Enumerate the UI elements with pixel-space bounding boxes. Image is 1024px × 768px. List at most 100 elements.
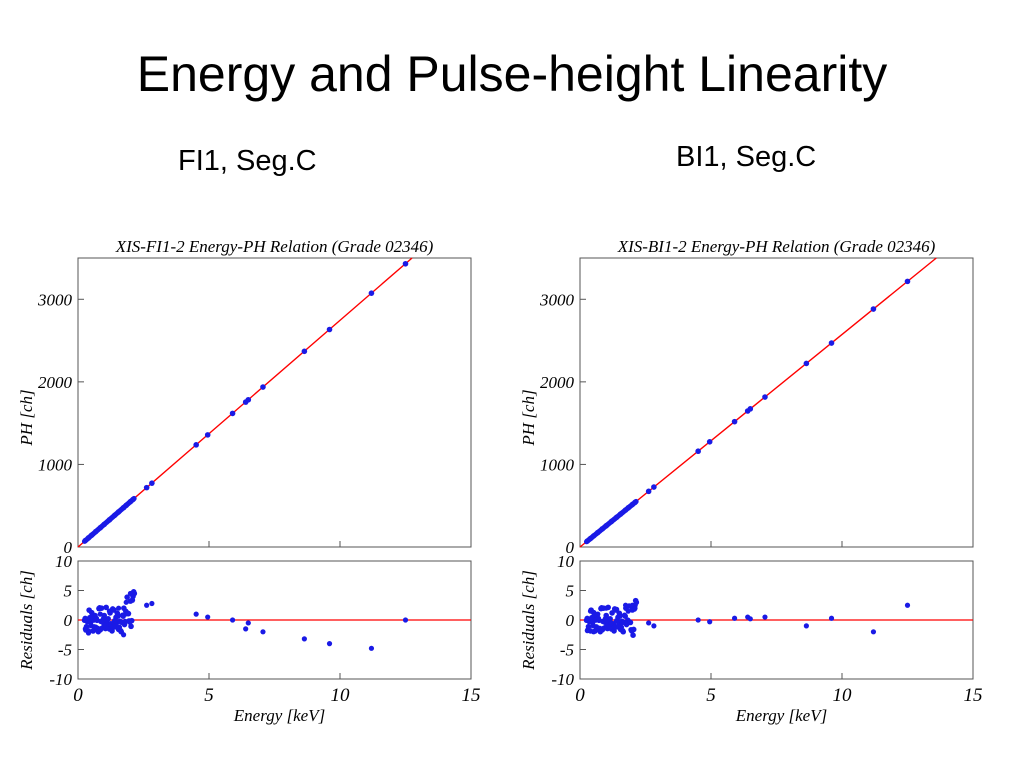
residual-point xyxy=(731,615,738,621)
x-axis-label: Energy [keV] xyxy=(735,706,827,725)
data-point xyxy=(613,514,620,521)
data-point xyxy=(695,448,701,455)
data-point xyxy=(632,499,638,506)
residual-point xyxy=(245,620,251,626)
x-tick-label: 5 xyxy=(204,685,214,706)
residual-y-tick-label: -10 xyxy=(49,670,72,689)
residual-point xyxy=(115,613,121,619)
residual-point xyxy=(103,604,109,611)
data-point xyxy=(402,260,409,267)
x-tick-label: 0 xyxy=(73,685,83,706)
x-axis-label: Energy [keV] xyxy=(233,706,325,725)
residual-point xyxy=(707,619,713,625)
residual-point xyxy=(620,628,627,635)
fi1-chart: XIS-FI1-2 Energy-PH Relation (Grade 0234… xyxy=(17,237,481,725)
residual-point xyxy=(112,623,118,629)
data-point xyxy=(617,511,624,517)
residual-point xyxy=(608,620,615,626)
residual-point xyxy=(617,613,623,619)
data-point xyxy=(245,396,252,403)
residual-point xyxy=(622,602,629,608)
y-axis-label: PH [ch] xyxy=(519,389,538,446)
residual-point xyxy=(125,610,132,617)
y-tick-label: 1000 xyxy=(540,455,575,474)
residual-point xyxy=(587,608,594,614)
residual-point xyxy=(128,623,134,630)
residual-point xyxy=(260,629,266,635)
residual-y-tick-label: 5 xyxy=(64,582,73,601)
residual-point xyxy=(116,605,122,611)
data-point xyxy=(651,484,657,490)
residual-point xyxy=(614,606,620,612)
y-tick-label: 3000 xyxy=(37,290,73,309)
residual-point xyxy=(609,610,615,616)
residual-point xyxy=(632,605,638,611)
residual-point xyxy=(622,613,628,619)
residual-point xyxy=(599,626,605,632)
y-tick-label: 0 xyxy=(64,538,73,557)
residual-point xyxy=(128,617,135,624)
y-tick-label: 3000 xyxy=(539,290,575,309)
residual-point xyxy=(144,602,150,608)
data-point xyxy=(762,394,768,400)
residual-point xyxy=(85,630,92,636)
residual-y-tick-label: -10 xyxy=(551,670,574,689)
data-point xyxy=(803,360,810,367)
y-axis-label: PH [ch] xyxy=(17,389,36,446)
subtitle-right: BI1, Seg.C xyxy=(676,141,817,173)
data-point xyxy=(595,529,601,536)
residual-point xyxy=(124,594,130,600)
data-point xyxy=(204,432,211,438)
residual-point xyxy=(402,617,409,623)
residual-point xyxy=(105,615,111,622)
residual-point xyxy=(98,605,105,611)
residual-point xyxy=(243,626,249,632)
residual-point xyxy=(828,615,835,621)
residual-y-tick-label: 5 xyxy=(566,582,575,601)
data-point xyxy=(603,522,609,529)
bi1-chart: XIS-BI1-2 Energy-PH Relation (Grade 0234… xyxy=(519,237,983,725)
x-tick-label: 15 xyxy=(462,685,481,706)
residual-y-tick-label: -5 xyxy=(58,641,72,660)
residual-point xyxy=(762,614,768,620)
data-point xyxy=(97,524,104,531)
residual-point xyxy=(301,636,307,642)
data-point xyxy=(645,488,652,495)
residual-y-tick-label: 10 xyxy=(557,552,575,571)
data-point xyxy=(101,521,107,528)
data-point xyxy=(368,290,375,296)
x-tick-label: 10 xyxy=(331,685,351,706)
data-point xyxy=(88,532,95,538)
fit-line xyxy=(579,257,937,548)
residual-point xyxy=(82,626,88,632)
residual-point xyxy=(904,602,911,608)
residual-point xyxy=(803,623,809,629)
x-tick-label: 5 xyxy=(706,685,716,706)
y-tick-label: 1000 xyxy=(38,455,73,474)
x-tick-label: 15 xyxy=(964,685,983,706)
data-point xyxy=(625,505,632,511)
residual-point xyxy=(130,593,136,599)
residual-point xyxy=(607,615,613,622)
residual-point xyxy=(591,629,597,635)
data-point xyxy=(608,518,615,525)
residual-point xyxy=(618,623,624,629)
residual-point xyxy=(747,616,753,622)
data-point xyxy=(260,384,266,390)
residual-y-axis-label: Residuals [ch] xyxy=(519,570,538,671)
subtitle-left: FI1, Seg.C xyxy=(178,145,317,177)
residual-point xyxy=(89,614,95,620)
residual-point xyxy=(229,617,236,623)
y-tick-label: 0 xyxy=(566,538,575,557)
residual-point xyxy=(625,608,631,614)
data-point xyxy=(193,442,199,448)
data-point xyxy=(229,410,236,417)
residual-y-tick-label: 0 xyxy=(566,611,575,630)
data-point xyxy=(326,326,333,333)
data-point xyxy=(599,526,606,532)
data-point xyxy=(731,418,738,425)
data-point xyxy=(106,517,113,523)
residual-point xyxy=(603,612,609,619)
residual-point xyxy=(97,611,103,617)
residual-point xyxy=(193,611,199,617)
